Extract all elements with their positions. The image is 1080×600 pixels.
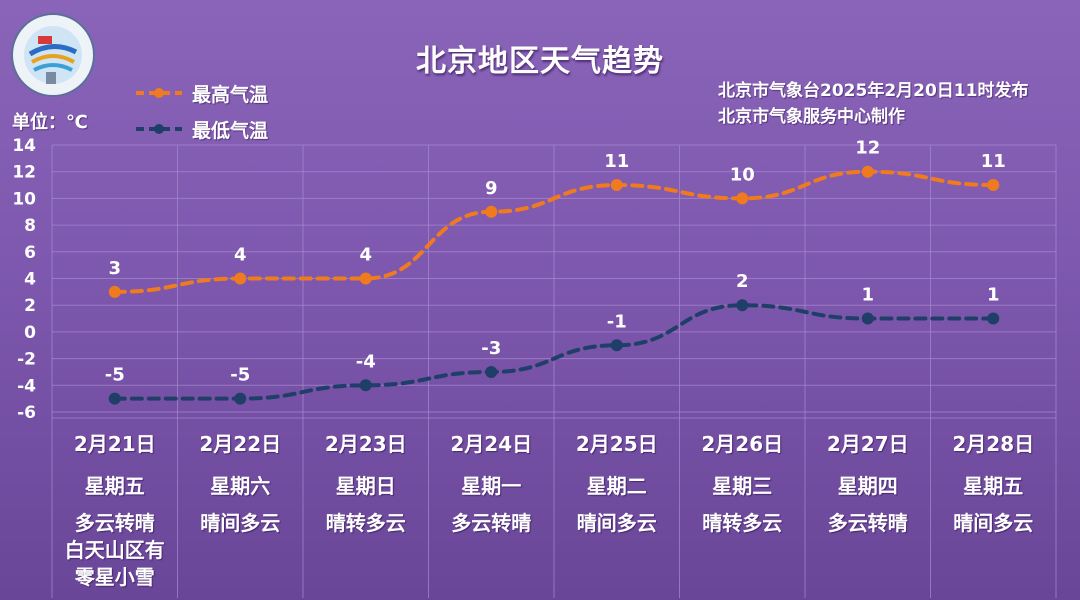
y-tick-label: 2 xyxy=(24,296,36,316)
day-weekday: 星期日 xyxy=(335,474,396,498)
y-tick-label: 6 xyxy=(24,243,36,263)
point-high xyxy=(485,205,498,218)
day-date: 2月27日 xyxy=(826,432,909,456)
day-date: 2月24日 xyxy=(450,432,533,456)
data-label-low: -5 xyxy=(230,365,250,386)
day-date: 2月23日 xyxy=(324,432,407,456)
weather-line: 零星小雪 xyxy=(74,565,155,589)
y-tick-label: 12 xyxy=(12,163,36,183)
y-tick-label: 8 xyxy=(24,216,36,236)
day-weather: 多云转晴 xyxy=(805,510,931,537)
weather-line: 白天山区有 xyxy=(64,538,165,562)
unit-label: 单位：℃ xyxy=(12,112,88,133)
point-high xyxy=(108,285,121,298)
day-date: 2月25日 xyxy=(575,432,658,456)
day-weekday: 星期六 xyxy=(210,474,271,498)
weather-line: 晴间多云 xyxy=(576,511,657,535)
point-low xyxy=(485,365,498,378)
point-low xyxy=(610,339,623,352)
y-tick-label: 10 xyxy=(12,189,36,209)
legend-item-low: 最低气温 xyxy=(134,116,268,142)
day-weekday: 星期四 xyxy=(837,474,898,498)
weather-line: 晴间多云 xyxy=(200,511,281,535)
issuer-line-producer: 北京市气象服务中心制作 xyxy=(718,107,905,127)
data-label-high: 12 xyxy=(855,138,880,159)
point-high xyxy=(987,179,1000,192)
day-weekday: 星期三 xyxy=(712,474,773,498)
day-weather: 晴间多云 xyxy=(554,510,680,537)
y-tick-label: -4 xyxy=(17,376,36,396)
day-weather: 晴转多云 xyxy=(303,510,429,537)
meteorological-service-logo-icon xyxy=(11,13,95,97)
y-tick-label: -2 xyxy=(17,350,36,370)
page-title: 北京地区天气趋势 xyxy=(416,44,664,79)
y-tick-label: -6 xyxy=(17,403,36,423)
legend-high-label: 最高气温 xyxy=(192,83,269,106)
point-high xyxy=(234,272,247,285)
point-high xyxy=(861,165,874,178)
data-label-high: 11 xyxy=(981,151,1006,172)
day-weekday: 星期二 xyxy=(586,474,647,498)
issuer-line-publish: 北京市气象台2025年2月20日11时发布 xyxy=(718,81,1029,101)
issuer-info: 北京市气象台2025年2月20日11时发布 北京市气象服务中心制作 xyxy=(718,78,1028,130)
point-low xyxy=(987,312,1000,325)
series-line-low xyxy=(112,303,996,401)
day-weather: 晴转多云 xyxy=(679,510,805,537)
weather-line: 晴转多云 xyxy=(702,511,783,535)
data-label-low: 1 xyxy=(861,285,874,306)
point-low xyxy=(861,312,874,325)
point-low xyxy=(108,392,121,405)
legend-high-swatch-icon xyxy=(136,88,182,98)
data-label-low: -3 xyxy=(481,338,501,359)
day-weather: 晴间多云 xyxy=(930,510,1056,537)
y-tick-label: 4 xyxy=(24,270,36,290)
point-high xyxy=(610,179,623,192)
weather-line: 多云转晴 xyxy=(451,511,532,535)
legend-low-swatch-icon xyxy=(136,124,182,134)
data-label-low: -5 xyxy=(105,365,125,386)
data-label-low: -1 xyxy=(607,311,627,332)
legend-low-label: 最低气温 xyxy=(192,119,269,142)
weather-line: 晴间多云 xyxy=(953,511,1034,535)
point-high xyxy=(736,192,749,205)
data-label-high: 3 xyxy=(108,258,121,279)
data-label-low: 2 xyxy=(736,271,749,292)
series-line-high xyxy=(112,169,996,294)
weather-line: 多云转晴 xyxy=(74,511,155,535)
data-label-high: 9 xyxy=(485,178,498,199)
weather-line: 多云转晴 xyxy=(827,511,908,535)
point-high xyxy=(359,272,372,285)
data-label-high: 11 xyxy=(604,151,629,172)
day-weekday: 星期一 xyxy=(461,474,522,498)
day-weekday: 星期五 xyxy=(963,474,1024,498)
day-weather: 晴间多云 xyxy=(177,510,303,537)
day-date: 2月28日 xyxy=(952,432,1035,456)
legend-item-high: 最高气温 xyxy=(134,80,268,106)
day-weather: 多云转晴 xyxy=(428,510,554,537)
y-tick-label: 0 xyxy=(24,323,36,343)
weather-line: 晴转多云 xyxy=(325,511,406,535)
point-low xyxy=(736,299,749,312)
data-label-high: 4 xyxy=(359,245,372,266)
y-tick-label: 14 xyxy=(12,136,36,156)
day-weekday: 星期五 xyxy=(84,474,145,498)
data-label-low: 1 xyxy=(987,285,1000,306)
point-low xyxy=(234,392,247,405)
point-low xyxy=(359,379,372,392)
day-date: 2月21日 xyxy=(73,432,156,456)
day-date: 2月26日 xyxy=(701,432,784,456)
day-weather: 多云转晴白天山区有零星小雪 xyxy=(52,510,178,591)
data-label-high: 4 xyxy=(234,245,247,266)
day-date: 2月22日 xyxy=(199,432,282,456)
data-label-low: -4 xyxy=(356,351,376,372)
data-label-high: 10 xyxy=(730,164,755,185)
